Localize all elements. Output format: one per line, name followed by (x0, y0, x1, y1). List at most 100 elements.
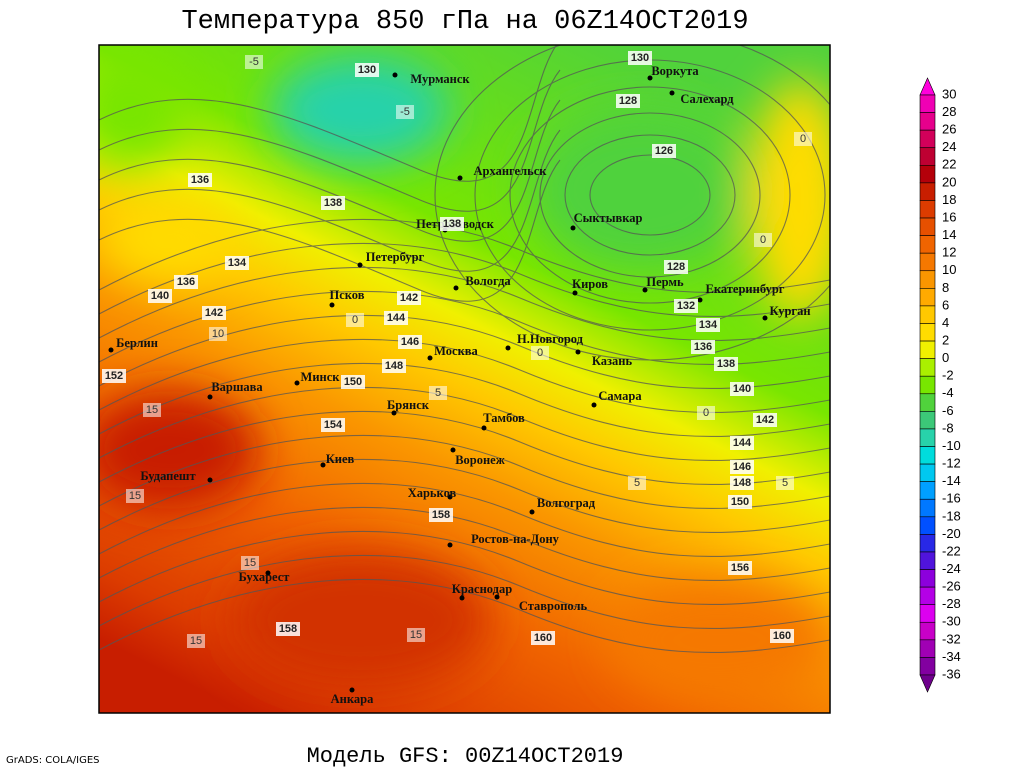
height-label-box (382, 359, 406, 373)
height-label-box (276, 622, 300, 636)
isotherm-label-box (346, 313, 364, 327)
colorbar-segment (919, 94, 936, 113)
city-label: Н.Новгород (517, 332, 584, 346)
city-label: Тамбов (483, 411, 525, 425)
colorbar-segment (919, 586, 936, 605)
contour-lines (99, 45, 830, 654)
city-label: Сыктывкар (574, 211, 643, 225)
height-label: 132 (677, 300, 695, 312)
isotherm-label-box (187, 634, 205, 648)
city-dot (459, 595, 465, 601)
height-label-box (753, 413, 777, 427)
colorbar-segment (919, 270, 936, 289)
city-label: Анкара (331, 692, 374, 706)
isotherm-label-box (143, 403, 161, 417)
colorbar-segment (919, 446, 936, 465)
height-label-box (652, 144, 676, 158)
map-labels: Мурманск Воркута Салехард Архангельск Сыктыв… (102, 51, 812, 706)
height-label: 144 (387, 312, 406, 324)
isotherm-label: 0 (537, 347, 543, 359)
height-contour (99, 434, 830, 510)
city-label: Самара (598, 389, 642, 403)
colorbar-segment (919, 516, 936, 535)
colorbar-label: -18 (942, 508, 961, 523)
city-dot (320, 462, 326, 468)
height-contour (99, 159, 561, 302)
colorbar-label: -10 (942, 438, 961, 453)
colorbar-label: 28 (942, 104, 956, 119)
credit: GrADS: COLA/IGES (6, 755, 100, 766)
colorbar-label: 2 (942, 332, 949, 347)
height-label-box (355, 63, 379, 77)
isotherm-label: 5 (435, 387, 441, 399)
city-dot (505, 345, 511, 351)
height-contour (589, 154, 711, 236)
colorbar-segment (919, 463, 936, 482)
city-label: Псков (330, 288, 365, 302)
city-label: Салехард (680, 92, 734, 106)
height-label: 160 (773, 630, 791, 642)
colorbar-segment (919, 604, 936, 623)
colorbar-label: 16 (942, 209, 956, 224)
height-label-box (696, 318, 720, 332)
height-label-box (730, 460, 754, 474)
colorbar-label: -4 (942, 385, 954, 400)
colorbar-label: 6 (942, 297, 949, 312)
height-label: 158 (279, 623, 297, 635)
isotherm-label: -5 (400, 106, 410, 118)
height-label: 138 (717, 358, 735, 370)
colorbar-segment (919, 428, 936, 447)
colorbar-label: -30 (942, 614, 961, 629)
colorbar-segment (919, 288, 936, 307)
colorbar-segment (919, 217, 936, 236)
isotherm-label: 15 (129, 490, 141, 502)
city-label: Ростов-на-Дону (471, 532, 560, 546)
height-label-box (674, 299, 698, 313)
colorbar-label: -22 (942, 543, 961, 558)
height-label-box (714, 357, 738, 371)
colorbar-label: 24 (942, 139, 956, 154)
colorbar-label: 20 (942, 174, 956, 189)
height-label-box (397, 291, 421, 305)
height-label-box (225, 256, 249, 270)
city-label: Минск (301, 370, 341, 384)
city-dot (391, 410, 397, 416)
city-label: Петербург (366, 250, 425, 264)
isotherm-label: -5 (249, 56, 259, 68)
city-label: Вологда (465, 274, 511, 288)
colorbar-segment (919, 534, 936, 553)
height-label: 142 (756, 414, 774, 426)
city-dot (329, 302, 335, 308)
height-label: 152 (105, 370, 123, 382)
colorbar-segment (919, 129, 936, 149)
isotherm-label: 0 (352, 314, 358, 326)
isotherm-label-box (396, 105, 414, 119)
height-contour (99, 506, 830, 582)
colorbar-label: 30 (942, 86, 956, 101)
city-dot (265, 570, 271, 576)
height-label-box (102, 369, 126, 383)
isotherm-label-box (697, 406, 715, 420)
colorbar-segment (919, 621, 936, 641)
city-dot (647, 75, 653, 81)
colorbar-label: -12 (942, 456, 961, 471)
isotherm-label: 15 (410, 629, 422, 641)
colorbar-segment (919, 305, 936, 324)
colorbar-arrow (919, 77, 936, 96)
height-label-box (148, 289, 172, 303)
colorbar-label: 14 (942, 227, 956, 242)
height-label: 134 (228, 257, 247, 269)
colorbar-label: -6 (942, 403, 954, 418)
height-label: 156 (731, 562, 749, 574)
height-label-box (730, 436, 754, 450)
height-label: 136 (191, 174, 209, 186)
city-label: Будапешт (140, 469, 195, 483)
colorbar-segment (919, 393, 936, 412)
height-label: 148 (385, 360, 403, 372)
colorbar-segment (919, 252, 936, 272)
city-dot (453, 285, 459, 291)
height-label-box (174, 275, 198, 289)
city-label: Казань (592, 354, 633, 368)
city-dot (697, 297, 703, 303)
